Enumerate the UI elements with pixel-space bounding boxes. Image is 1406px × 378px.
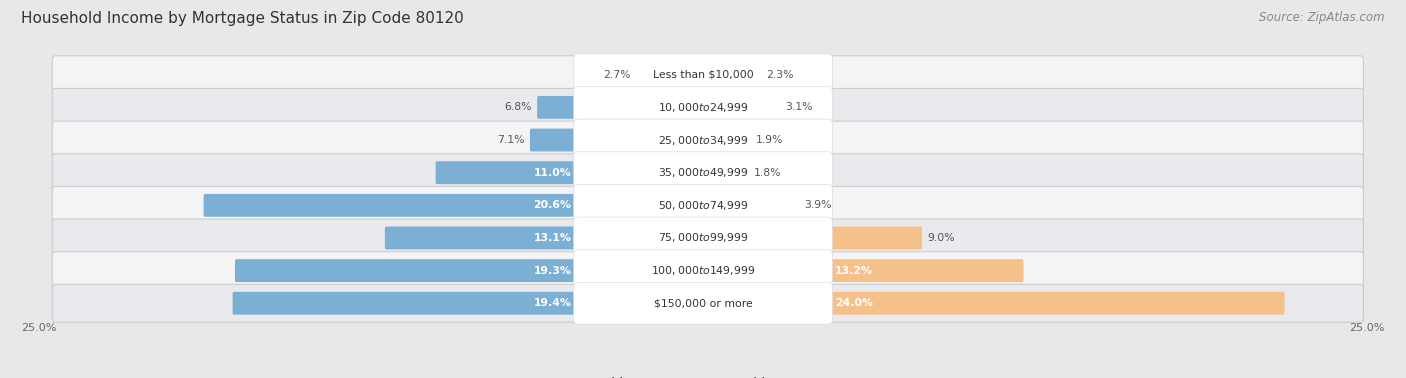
- Text: $150,000 or more: $150,000 or more: [654, 298, 752, 308]
- FancyBboxPatch shape: [637, 64, 704, 86]
- FancyBboxPatch shape: [52, 154, 1364, 192]
- FancyBboxPatch shape: [52, 252, 1364, 290]
- FancyBboxPatch shape: [574, 217, 832, 259]
- Text: 1.9%: 1.9%: [756, 135, 783, 145]
- FancyBboxPatch shape: [235, 259, 704, 282]
- FancyBboxPatch shape: [385, 226, 704, 249]
- FancyBboxPatch shape: [702, 161, 748, 184]
- Text: $50,000 to $74,999: $50,000 to $74,999: [658, 199, 748, 212]
- FancyBboxPatch shape: [702, 194, 799, 217]
- Text: $75,000 to $99,999: $75,000 to $99,999: [658, 231, 748, 245]
- Text: Source: ZipAtlas.com: Source: ZipAtlas.com: [1260, 11, 1385, 24]
- FancyBboxPatch shape: [436, 161, 704, 184]
- FancyBboxPatch shape: [574, 250, 832, 291]
- FancyBboxPatch shape: [232, 292, 704, 314]
- Text: 24.0%: 24.0%: [835, 298, 873, 308]
- Text: 3.1%: 3.1%: [785, 102, 813, 112]
- FancyBboxPatch shape: [52, 56, 1364, 94]
- FancyBboxPatch shape: [52, 88, 1364, 126]
- Text: 9.0%: 9.0%: [928, 233, 956, 243]
- Text: 20.6%: 20.6%: [533, 200, 571, 210]
- Text: 3.9%: 3.9%: [804, 200, 832, 210]
- FancyBboxPatch shape: [204, 194, 704, 217]
- FancyBboxPatch shape: [702, 64, 761, 86]
- Text: 7.1%: 7.1%: [496, 135, 524, 145]
- Text: 2.7%: 2.7%: [603, 70, 630, 80]
- FancyBboxPatch shape: [702, 259, 1024, 282]
- Legend: Without Mortgage, With Mortgage: Without Mortgage, With Mortgage: [576, 377, 830, 378]
- Text: $10,000 to $24,999: $10,000 to $24,999: [658, 101, 748, 114]
- Text: 1.8%: 1.8%: [754, 168, 782, 178]
- Text: 19.4%: 19.4%: [533, 298, 571, 308]
- Text: 2.3%: 2.3%: [766, 70, 793, 80]
- FancyBboxPatch shape: [537, 96, 704, 119]
- FancyBboxPatch shape: [574, 54, 832, 96]
- Text: 11.0%: 11.0%: [533, 168, 571, 178]
- FancyBboxPatch shape: [702, 226, 922, 249]
- FancyBboxPatch shape: [52, 219, 1364, 257]
- Text: 25.0%: 25.0%: [1350, 323, 1385, 333]
- FancyBboxPatch shape: [574, 282, 832, 324]
- Text: 25.0%: 25.0%: [21, 323, 56, 333]
- FancyBboxPatch shape: [52, 284, 1364, 322]
- Text: Household Income by Mortgage Status in Zip Code 80120: Household Income by Mortgage Status in Z…: [21, 11, 464, 26]
- FancyBboxPatch shape: [530, 129, 704, 152]
- Text: Less than $10,000: Less than $10,000: [652, 70, 754, 80]
- FancyBboxPatch shape: [52, 186, 1364, 224]
- Text: $100,000 to $149,999: $100,000 to $149,999: [651, 264, 755, 277]
- FancyBboxPatch shape: [574, 184, 832, 226]
- Text: 6.8%: 6.8%: [503, 102, 531, 112]
- FancyBboxPatch shape: [52, 121, 1364, 159]
- Text: 13.2%: 13.2%: [835, 266, 873, 276]
- FancyBboxPatch shape: [702, 292, 1285, 314]
- FancyBboxPatch shape: [574, 87, 832, 128]
- Text: 19.3%: 19.3%: [533, 266, 571, 276]
- FancyBboxPatch shape: [702, 96, 779, 119]
- FancyBboxPatch shape: [574, 152, 832, 194]
- FancyBboxPatch shape: [702, 129, 751, 152]
- FancyBboxPatch shape: [574, 119, 832, 161]
- Text: $35,000 to $49,999: $35,000 to $49,999: [658, 166, 748, 179]
- Text: $25,000 to $34,999: $25,000 to $34,999: [658, 133, 748, 147]
- Text: 13.1%: 13.1%: [533, 233, 571, 243]
